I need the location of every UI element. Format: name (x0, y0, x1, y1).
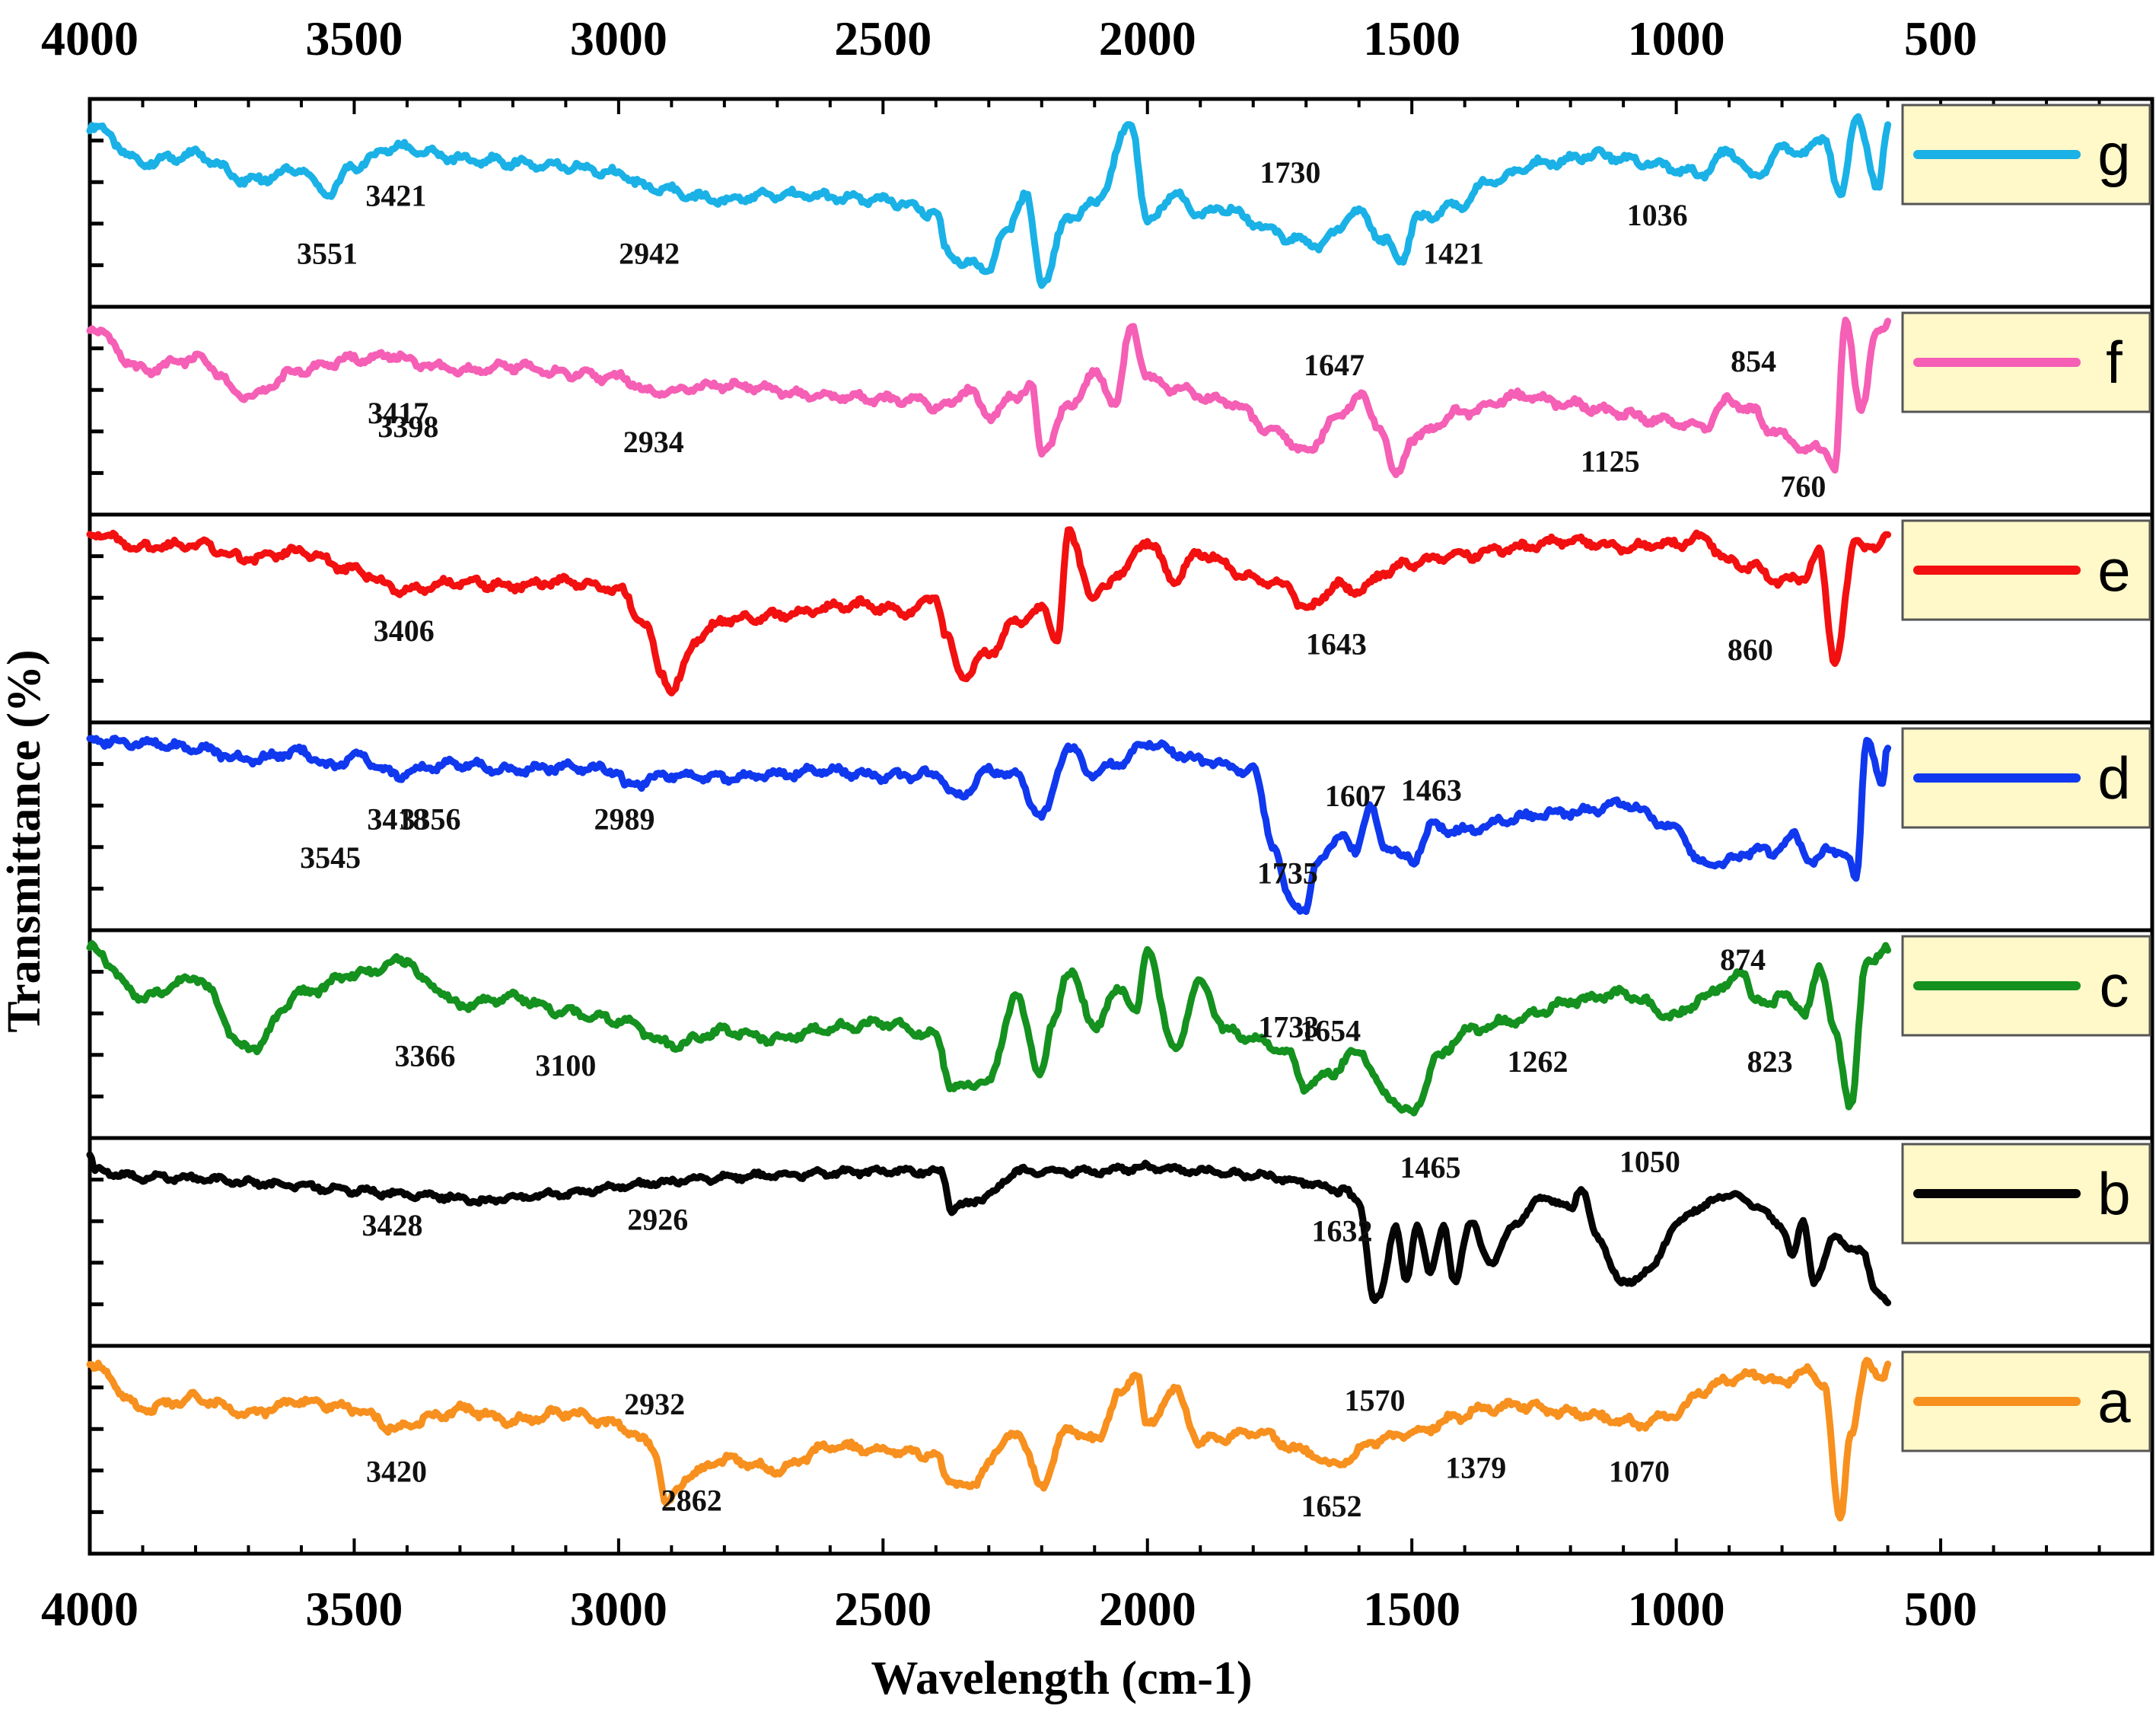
legend-b: b (1901, 1143, 2151, 1245)
peak-label-d-3418: 3418 (367, 802, 428, 837)
peak-label-e-860: 860 (1728, 633, 1773, 667)
peak-label-e-3406: 3406 (374, 614, 435, 648)
legend-c: c (1901, 935, 2151, 1037)
peak-label-c-1654: 1654 (1300, 1014, 1361, 1048)
peak-label-c-1733: 1733 (1258, 1010, 1319, 1044)
peak-label-g-1036: 1036 (1627, 198, 1688, 232)
series-line-e (86, 526, 1892, 697)
peak-label-f-2934: 2934 (623, 425, 684, 459)
bottom-tick-label-1000: 1000 (1628, 1582, 1725, 1636)
peak-label-g-3551: 3551 (297, 236, 358, 270)
legend-label-a: a (2097, 1368, 2131, 1435)
peak-label-c-823: 823 (1747, 1044, 1793, 1079)
peak-label-g-2942: 2942 (619, 236, 680, 270)
panel-e: e 3406 1643 860 (86, 512, 2154, 725)
y-axis-title: Transmittance (%) (0, 649, 50, 1032)
x-axis-title: Wavelength (cm-1) (871, 1653, 1252, 1704)
peak-label-b-1050: 1050 (1619, 1144, 1680, 1178)
peak-label-c-3100: 3100 (535, 1048, 596, 1082)
legend-g: g (1901, 104, 2151, 206)
series-line-b (86, 1151, 1892, 1306)
top-tick-label-2000: 2000 (1099, 11, 1196, 65)
peak-label-a-2862: 2862 (661, 1483, 722, 1517)
legend-e: e (1901, 519, 2151, 621)
peak-label-b-2926: 2926 (627, 1202, 688, 1236)
peak-label-c-3366: 3366 (395, 1038, 456, 1073)
peak-label-a-1570: 1570 (1345, 1383, 1406, 1417)
series-line-a (86, 1357, 1892, 1522)
bottom-tick-label-3500: 3500 (305, 1582, 403, 1636)
peak-label-f-3417: 3417 (368, 396, 428, 430)
peak-label-g-1730: 1730 (1260, 155, 1320, 190)
peak-label-b-1632: 1632 (1311, 1213, 1372, 1248)
top-tick-label-1500: 1500 (1363, 11, 1460, 65)
bottom-axis-tick-labels: 4000 3500 3000 2500 2000 1500 1000 500 (41, 1582, 1977, 1636)
peak-label-c-1262: 1262 (1508, 1044, 1568, 1079)
legend-f: f (1901, 311, 2151, 413)
legend-a: a (1901, 1350, 2151, 1452)
legend-d: d (1901, 727, 2151, 829)
legend-label-g: g (2097, 121, 2130, 188)
peak-label-f-3398: 3398 (377, 410, 438, 444)
peak-label-f-760: 760 (1780, 469, 1826, 503)
panel-frame-a (88, 1344, 2154, 1556)
peak-label-g-3421: 3421 (365, 179, 426, 213)
peak-label-c-874: 874 (1720, 942, 1766, 977)
bottom-tick-label-3000: 3000 (570, 1582, 667, 1636)
bottom-tick-label-1500: 1500 (1363, 1582, 1460, 1636)
top-tick-label-3500: 3500 (305, 11, 403, 65)
legend-label-b: b (2097, 1160, 2130, 1227)
bottom-tick-label-2500: 2500 (834, 1582, 932, 1636)
peak-label-d-3356: 3356 (400, 802, 460, 837)
peak-label-d-2989: 2989 (594, 802, 655, 837)
top-tick-label-1000: 1000 (1628, 11, 1725, 65)
bottom-tick-label-4000: 4000 (41, 1582, 139, 1636)
peak-label-a-1652: 1652 (1301, 1489, 1362, 1523)
peak-label-d-1735: 1735 (1257, 856, 1318, 890)
series-line-c (86, 940, 1892, 1117)
peak-label-d-1607: 1607 (1325, 779, 1386, 813)
peak-label-d-3545: 3545 (300, 840, 361, 875)
peak-label-d-1463: 1463 (1401, 773, 1462, 808)
peak-label-e-1643: 1643 (1306, 627, 1367, 662)
top-tick-label-2500: 2500 (834, 11, 932, 65)
bottom-tick-label-2000: 2000 (1099, 1582, 1196, 1636)
panel-b: b 3428 2926 1632 1465 1050 (86, 1136, 2154, 1348)
top-tick-label-3000: 3000 (570, 11, 667, 65)
peak-label-a-1070: 1070 (1609, 1454, 1670, 1488)
top-axis-tick-labels: 4000 3500 3000 2500 2000 1500 1000 500 (41, 11, 1977, 65)
top-tick-label-4000: 4000 (41, 11, 139, 65)
bottom-tick-label-500: 500 (1904, 1582, 1977, 1636)
peak-label-f-1647: 1647 (1304, 348, 1365, 382)
peak-label-a-3420: 3420 (366, 1454, 427, 1488)
peak-label-f-1125: 1125 (1581, 444, 1640, 478)
legend-label-f: f (2106, 329, 2123, 396)
peak-label-g-1421: 1421 (1423, 236, 1484, 270)
peak-label-a-1379: 1379 (1445, 1450, 1506, 1484)
series-line-d (86, 735, 1892, 915)
top-tick-label-500: 500 (1904, 11, 1977, 65)
series-line-g (86, 113, 1892, 289)
panel-a: a 3420 2932 2862 1570 1379 1652 1070 (86, 1344, 2154, 1556)
legend-label-d: d (2097, 744, 2130, 811)
peak-label-b-1465: 1465 (1400, 1150, 1461, 1184)
legend-label-c: c (2100, 952, 2129, 1019)
series-line-f (86, 316, 1892, 479)
peak-label-a-2932: 2932 (624, 1387, 685, 1421)
peak-label-f-854: 854 (1731, 344, 1776, 378)
peak-label-b-3428: 3428 (361, 1208, 422, 1242)
legend-label-e: e (2097, 537, 2130, 604)
